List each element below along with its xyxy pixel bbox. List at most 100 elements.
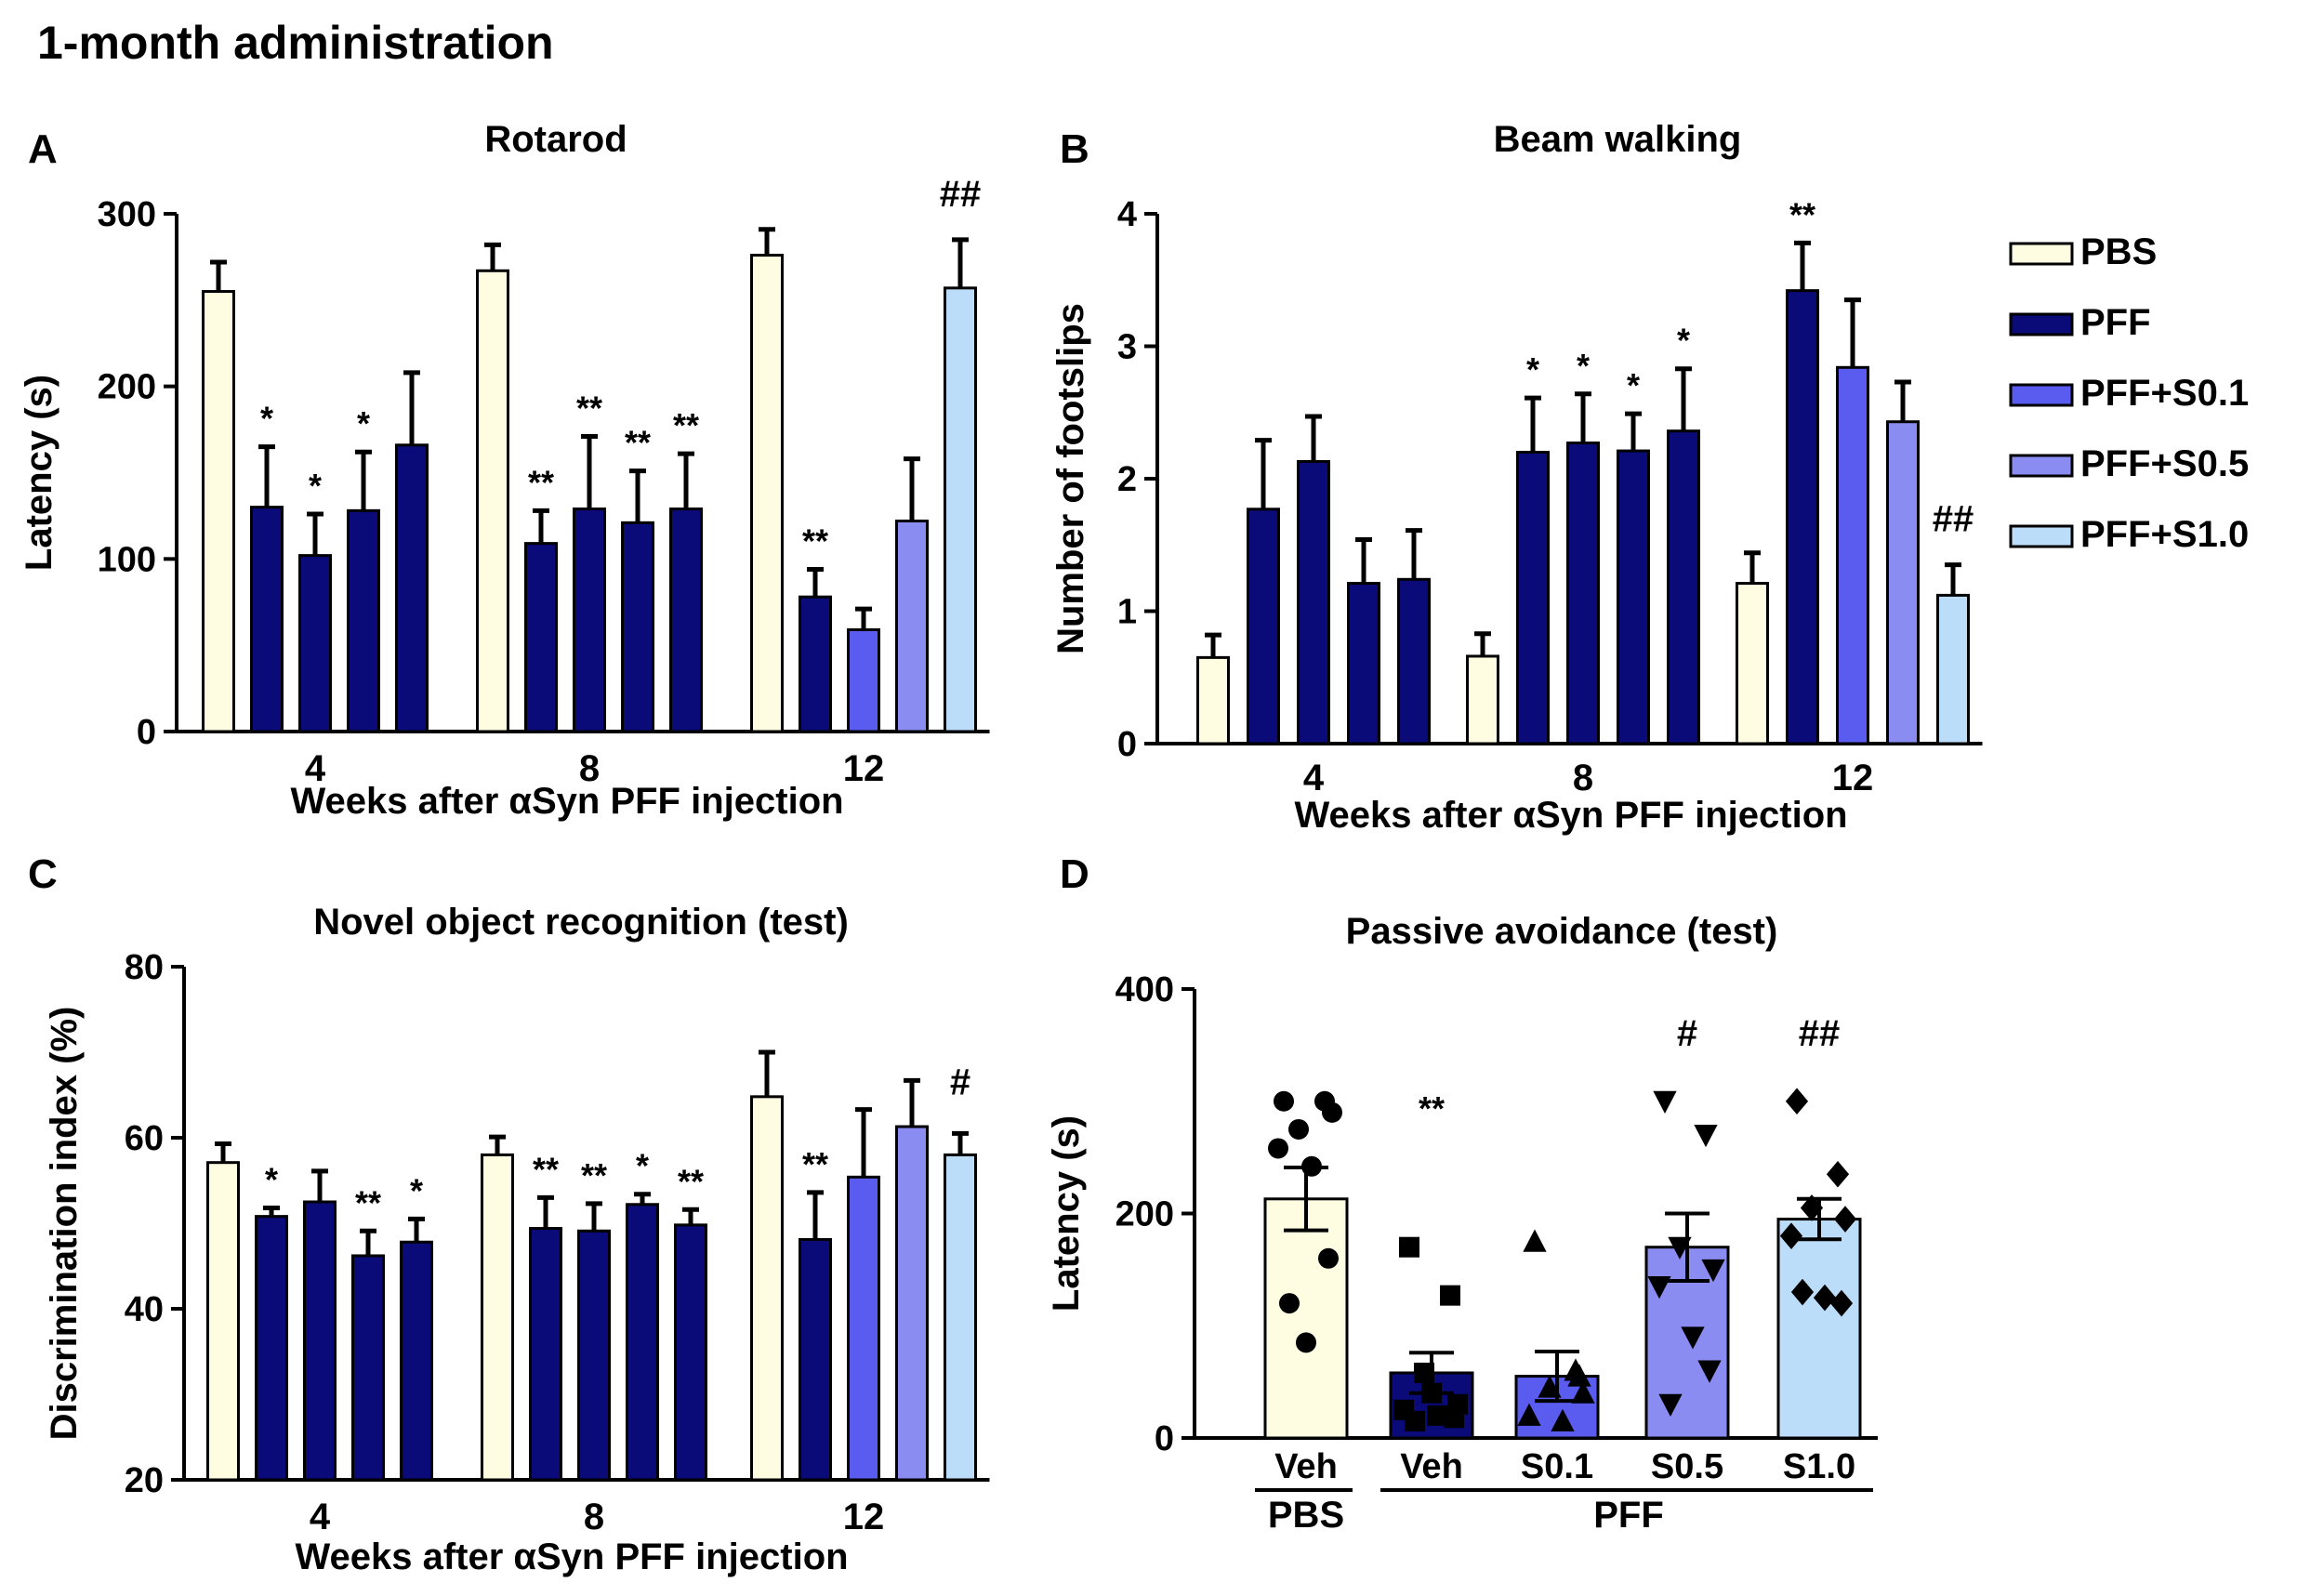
group-label: PFF [1593,1495,1664,1536]
bar-pbs [750,254,784,733]
data-point [1681,1326,1705,1350]
y-tick-label: 1 [1117,593,1137,632]
significance-mark: * [410,1171,423,1209]
group-label: PBS [1268,1495,1344,1536]
bar-pff [529,1227,562,1482]
legend-label: PFF+S0.5 [2080,443,2249,484]
significance-mark: * [357,404,370,442]
x-tick-label: 8 [1573,758,1593,798]
y-tick-label: 0 [1155,1419,1174,1458]
legend-swatch [2009,312,2074,336]
legend: PBS PFF PFF+S0.1 PFF+S0.5 PFF+S1.0 [2009,231,2249,555]
chart-title: Passive avoidance (test) [1346,911,1778,952]
y-tick-label: 40 [125,1290,164,1329]
bar-pbs [1263,1197,1349,1440]
data-point [1517,1403,1541,1426]
y-tick-label: 80 [125,948,164,987]
panel-c-novel-object-recognition: C Novel object recognition (test) 20 40 60 80… [28,851,990,1577]
bar-pff-s1-0 [1776,1218,1862,1440]
bar-pff-s0-1 [1836,365,1869,745]
y-axis-label: Latency (s) [19,375,59,571]
bar-pff [669,507,703,733]
y-tick-label: 60 [125,1119,164,1158]
significance-mark: * [309,467,322,505]
significance-mark: ** [533,1150,559,1188]
legend-label: PFF [2080,302,2151,343]
significance-mark: ** [576,389,602,428]
x-tick-label: 8 [579,748,600,789]
legend-label: PBS [2080,231,2157,272]
data-point [1399,1236,1419,1258]
bar-pff-s0-1 [847,1175,880,1482]
significance-mark: * [260,400,273,438]
y-tick-label: 300 [98,195,156,234]
data-point [1567,1364,1591,1387]
bar-pff-s1-0 [1936,593,1970,745]
data-point [1833,1206,1857,1233]
significance-mark: ## [1933,499,1974,540]
bar-pff [255,1215,288,1482]
x-axis-label: Weeks after αSyn PFF injection [1294,795,1847,836]
data-point [1694,1124,1718,1148]
significance-mark: ## [1799,1013,1841,1054]
y-tick-label: 20 [125,1461,164,1500]
legend-swatch [2009,454,2074,478]
data-point [1826,1160,1850,1188]
bar-pff [577,1229,611,1482]
data-point [1653,1090,1677,1114]
chart-title: Beam walking [1494,119,1742,160]
data-point [1405,1410,1425,1431]
x-tick-label: 8 [584,1497,604,1537]
significance-mark: * [636,1147,649,1185]
y-tick-label: 0 [137,713,156,752]
bar-pff [1516,451,1550,745]
legend-label: PFF+S1.0 [2080,514,2249,555]
bar-pff-s1-0 [944,1153,977,1482]
significance-mark: ** [802,521,828,560]
bar-pff [799,595,832,733]
significance-mark: ## [940,174,982,215]
significance-mark: ** [1419,1089,1445,1128]
bar-pbs [750,1095,784,1482]
legend-label: PFF+S0.1 [2080,373,2249,414]
bar-pff [674,1223,707,1482]
x-tick-label: Veh [1274,1447,1338,1486]
data-point [1288,1118,1309,1140]
y-tick-label: 4 [1117,195,1137,234]
panel-letter: B [1060,126,1089,172]
legend-swatch [2009,524,2074,548]
figure-title: 1-month administration [37,17,554,69]
data-point [1274,1090,1294,1112]
bar-pff [1566,442,1600,745]
bar-pff [1667,429,1700,745]
x-tick-label: 4 [310,1497,331,1537]
data-point [1414,1362,1434,1383]
data-point [1279,1293,1300,1314]
bar-pbs [476,269,509,733]
bar-pff [400,1240,433,1482]
bar-pff [395,443,429,733]
bar-pff-s0-5 [1886,420,1920,745]
y-tick-label: 0 [1117,725,1137,764]
significance-mark: * [1526,350,1539,389]
data-point [1697,1360,1722,1383]
significance-mark: ** [528,463,554,501]
data-point [1444,1407,1464,1429]
significance-mark: # [1677,1013,1697,1054]
data-point [1427,1405,1447,1426]
data-point [1551,1408,1575,1431]
bar-pff [303,1200,337,1482]
bar-pff [347,508,380,733]
y-axis-label: Discrimination index (%) [44,1007,85,1441]
x-tick-label: 4 [1303,758,1325,798]
significance-mark: ** [355,1183,381,1221]
bar-pff [351,1254,385,1482]
x-tick-label: Veh [1400,1447,1463,1486]
x-tick-label: S0.1 [1521,1447,1593,1486]
bar-pff [626,1203,659,1482]
significance-mark: ** [625,424,651,462]
bar-pbs [1196,655,1230,745]
significance-mark: * [265,1160,278,1198]
